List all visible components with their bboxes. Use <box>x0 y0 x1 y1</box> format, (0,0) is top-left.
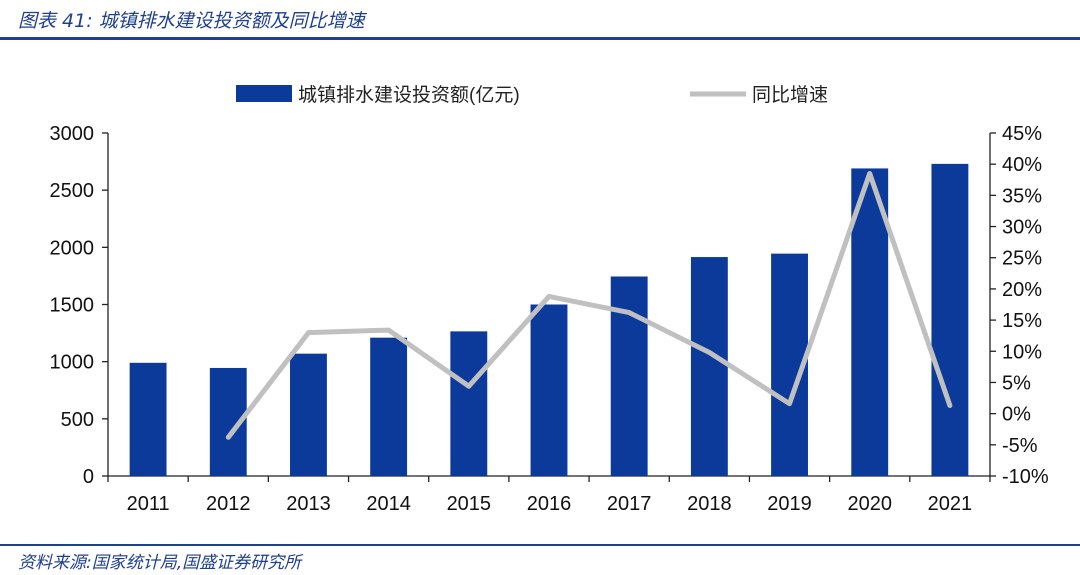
left-tick-label: 2500 <box>50 180 95 202</box>
left-tick-label: 1500 <box>50 295 95 317</box>
right-tick-label: 5% <box>1002 372 1031 394</box>
x-tick-label: 2014 <box>366 493 411 515</box>
right-tick-label: 40% <box>1002 154 1042 176</box>
growth-line-path <box>225 171 953 440</box>
bar-2017 <box>610 276 648 476</box>
x-tick-label: 2016 <box>527 493 572 515</box>
bar-2021 <box>931 163 969 476</box>
left-tick-label: 2000 <box>50 237 95 259</box>
left-tick-label: 1000 <box>50 352 95 374</box>
right-tick-label: 15% <box>1002 310 1042 332</box>
bar-2015 <box>450 331 488 476</box>
right-tick-label: 30% <box>1002 217 1042 239</box>
right-tick-label: 45% <box>1002 123 1042 145</box>
x-tick-label: 2019 <box>767 493 812 515</box>
left-tick-label: 0 <box>83 466 94 488</box>
bars <box>129 163 969 476</box>
x-tick-label: 2021 <box>928 493 973 515</box>
legend: 城镇排水建设投资额(亿元) 同比增速 <box>236 84 828 106</box>
legend-bar-label: 城镇排水建设投资额(亿元) <box>298 84 520 106</box>
figure-title: 图表 41: 城镇排水建设投资额及同比增速 <box>18 10 365 32</box>
bar-2014 <box>370 337 408 476</box>
source-note: 资料来源:国家统计局,国盛证券研究所 <box>18 553 302 573</box>
right-tick-label: 20% <box>1002 279 1042 301</box>
x-tick-label: 2013 <box>286 493 331 515</box>
right-tick-label: 35% <box>1002 185 1042 207</box>
right-tick-label: 10% <box>1002 341 1042 363</box>
right-tick-label: 0% <box>1002 404 1031 426</box>
bar-2011 <box>129 362 167 476</box>
axes: 0 500 1000 1500 2000 2500 3000 -10% -5% 0% 5% 10% 15… <box>50 123 1049 515</box>
x-tick-label: 2011 <box>127 493 170 515</box>
top-divider <box>0 37 1080 40</box>
right-tick-label: -10% <box>1002 466 1049 488</box>
right-tick-label: -5% <box>1002 435 1038 457</box>
bar-2016 <box>530 304 568 476</box>
bar-2018 <box>690 257 728 476</box>
legend-bar-swatch <box>236 85 292 102</box>
legend-line-label: 同比增速 <box>752 84 828 106</box>
growth-line <box>225 171 953 440</box>
bottom-divider <box>0 544 1080 546</box>
x-tick-label: 2017 <box>607 493 652 515</box>
x-tick-label: 2012 <box>206 493 251 515</box>
x-tick-label: 2015 <box>447 493 492 515</box>
left-tick-label: 3000 <box>50 123 95 145</box>
chart: 城镇排水建设投资额(亿元) 同比增速 0 500 1000 1500 2000 2500 3… <box>50 84 1049 515</box>
x-tick-label: 2018 <box>687 493 732 515</box>
bar-2013 <box>290 353 327 476</box>
right-tick-label: 25% <box>1002 248 1042 270</box>
x-tick-label: 2020 <box>847 493 892 515</box>
bar-2020 <box>851 168 889 476</box>
left-tick-label: 500 <box>61 409 94 431</box>
